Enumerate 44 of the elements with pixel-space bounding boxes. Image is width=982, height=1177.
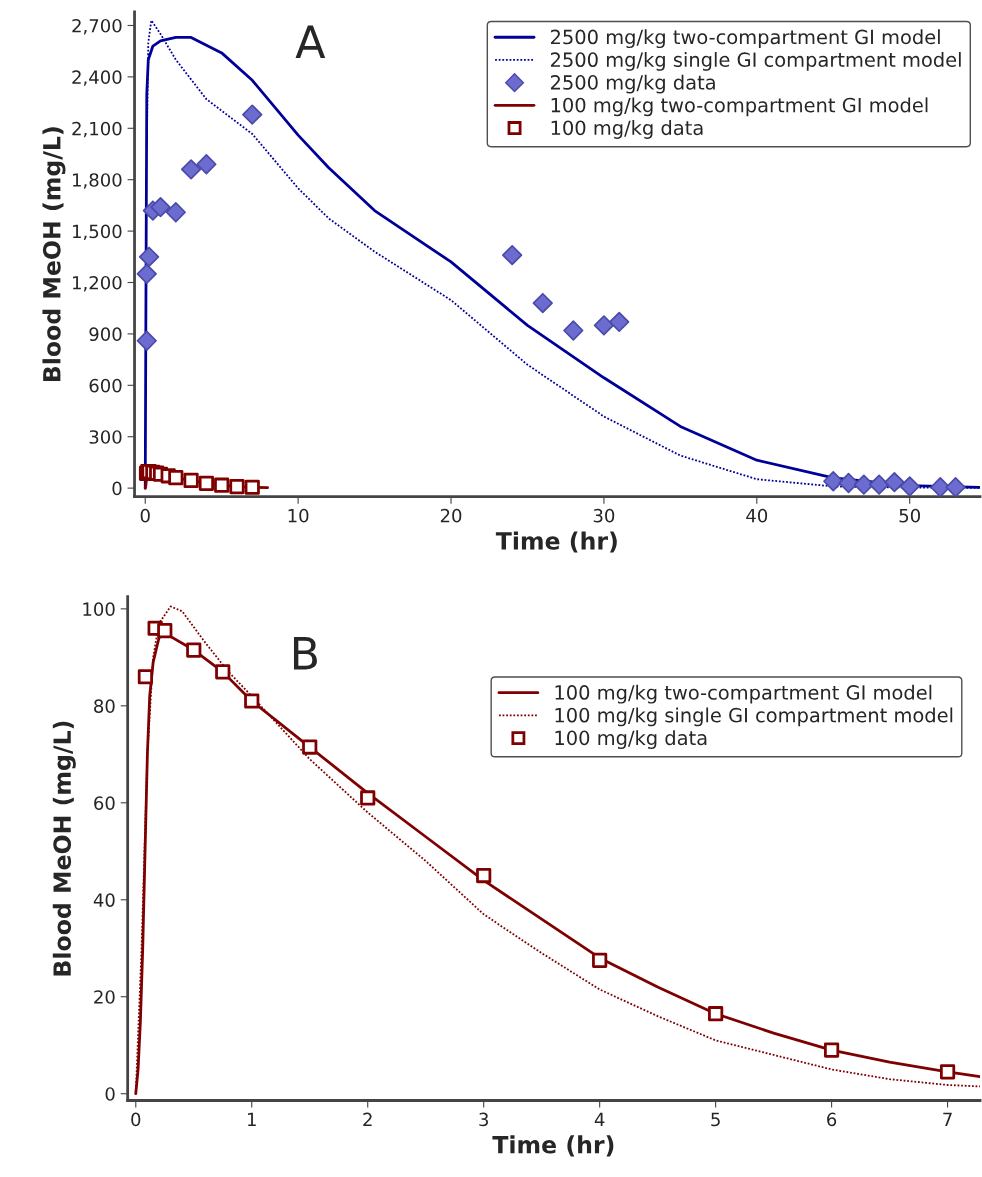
y-tick-label: 0 [112, 481, 122, 496]
legend-label: 100 mg/kg two-compartment GI model [551, 97, 928, 117]
y-tick-label: 300 [89, 430, 122, 444]
x-axis-title: Time (hr) [492, 1135, 614, 1157]
y-tick-label: 2,100 [72, 121, 122, 138]
x-tick-label: 6 [827, 1112, 837, 1127]
y-tick-label: 1,500 [73, 224, 122, 241]
x-tick-label: 10 [288, 508, 309, 523]
y-tick-label: 40 [93, 893, 115, 907]
y-tick-label: 2,400 [72, 70, 122, 86]
x-tick-label: 50 [899, 508, 920, 523]
x-tick-label: 40 [746, 508, 768, 523]
y-tick-label: 80 [94, 699, 115, 713]
x-tick-label: 2 [363, 1112, 372, 1127]
x-tick-label: 20 [440, 508, 462, 523]
y-tick-label: 1,800 [73, 173, 122, 189]
y-tick-label: 100 [83, 602, 115, 616]
x-tick-label: 5 [711, 1112, 720, 1127]
legend-label: 2500 mg/kg data [550, 74, 715, 94]
x-tick-label: 1 [247, 1112, 256, 1127]
legend-label: 2500 mg/kg two-compartment GI model [550, 29, 940, 49]
y-axis-title: Blood MeOH (mg/L) [42, 127, 66, 382]
x-tick-label: 4 [594, 1112, 605, 1127]
x-tick-label: 3 [479, 1112, 488, 1127]
y-axis-title: Blood MeOH (mg/L) [52, 721, 76, 976]
y-tick-label: 2,700 [72, 18, 122, 35]
x-tick-label: 0 [140, 508, 150, 523]
annotation: A [295, 25, 326, 58]
legend-label: 100 mg/kg data [551, 120, 703, 139]
y-tick-label: 60 [94, 796, 115, 810]
y-tick-label: 0 [105, 1087, 115, 1101]
y-tick-label: 900 [89, 327, 122, 342]
legend-label: 100 mg/kg data [555, 730, 707, 749]
annotation: B [293, 637, 317, 670]
legend-label: 100 mg/kg two-compartment GI model [555, 684, 932, 704]
x-tick-label: 7 [943, 1112, 952, 1127]
legend-label: 100 mg/kg single GI compartment model [555, 707, 953, 727]
x-tick-label: 0 [131, 1112, 141, 1127]
legend-label: 2500 mg/kg single GI compartment model [550, 51, 961, 71]
y-tick-label: 1,200 [73, 275, 122, 292]
y-tick-label: 600 [89, 378, 122, 393]
x-tick-label: 30 [593, 508, 615, 523]
y-tick-label: 20 [94, 990, 115, 1004]
x-axis-title: Time (hr) [495, 531, 617, 553]
